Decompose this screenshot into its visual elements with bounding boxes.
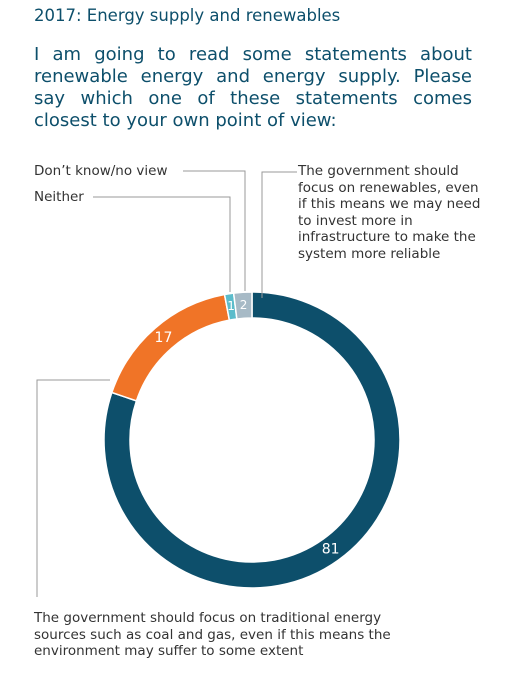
donut-segment [110, 293, 231, 402]
category-label: The government should focus on renewable… [298, 163, 481, 262]
value-label: 17 [155, 330, 173, 346]
leader-line [93, 196, 231, 292]
category-label: The government should focus on tradition… [34, 610, 391, 659]
value-label: 1 [227, 299, 235, 313]
leader-line [261, 171, 297, 298]
category-label: Neither [34, 189, 84, 205]
donut-segment [232, 291, 253, 320]
leader-line [36, 379, 110, 597]
leader-line [183, 170, 246, 291]
question: I am going to read some statements about… [34, 44, 472, 131]
donut-segment [103, 291, 401, 589]
value-label: 81 [322, 542, 340, 558]
value-label: 2 [240, 298, 248, 312]
category-label: Don’t know/no view [34, 163, 168, 179]
chart-title: 2017: Energy supply and renewables [34, 6, 341, 25]
